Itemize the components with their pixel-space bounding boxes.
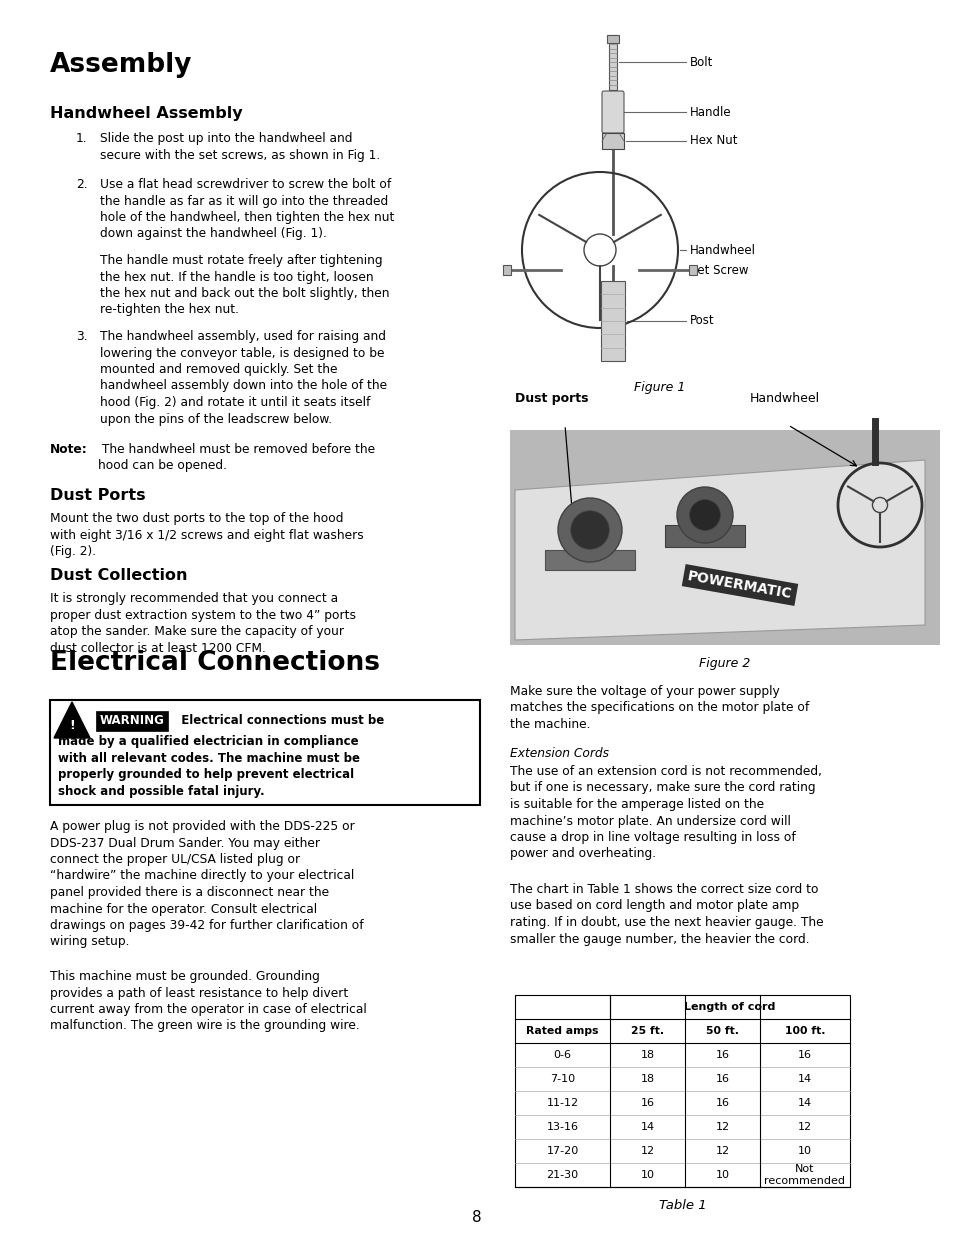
Text: Length of cord: Length of cord [683,1002,775,1011]
Text: 12: 12 [715,1123,729,1132]
Text: made by a qualified electrician in compliance
with all relevant codes. The machi: made by a qualified electrician in compl… [58,735,359,798]
Text: Table 1: Table 1 [658,1199,705,1212]
Circle shape [677,487,732,543]
Text: It is strongly recommended that you connect a
proper dust extraction system to t: It is strongly recommended that you conn… [50,592,355,655]
Bar [510,430,939,645]
Text: 12: 12 [715,1146,729,1156]
Bar [608,35,617,90]
Bar [664,525,744,547]
Text: Handwheel: Handwheel [689,243,755,257]
Text: Make sure the voltage of your power supply
matches the specifications on the mot: Make sure the voltage of your power supp… [510,685,808,731]
Text: Dust ports: Dust ports [515,391,588,405]
Text: Assembly: Assembly [50,52,193,78]
Text: 16: 16 [715,1050,729,1060]
Text: Bolt: Bolt [689,56,713,68]
Text: Not
recommended: Not recommended [763,1165,844,1186]
Text: 1.: 1. [76,132,88,144]
Text: The handle must rotate freely after tightening
the hex nut. If the handle is too: The handle must rotate freely after tigh… [100,254,389,316]
Text: Figure 1: Figure 1 [634,382,685,394]
Text: Rated amps: Rated amps [526,1026,598,1036]
Text: Figure 2: Figure 2 [699,657,750,671]
Text: Dust Ports: Dust Ports [50,488,146,503]
Text: Slide the post up into the handwheel and
secure with the set screws, as shown in: Slide the post up into the handwheel and… [100,132,380,162]
Text: Dust Collection: Dust Collection [50,568,188,583]
Text: Mount the two dust ports to the top of the hood
with eight 3/16 x 1/2 screws and: Mount the two dust ports to the top of t… [50,513,363,558]
Text: The use of an extension cord is not recommended,
but if one is necessary, make s: The use of an extension cord is not reco… [510,764,821,861]
Text: 18: 18 [639,1050,654,1060]
Bar [515,995,849,1187]
Text: 10: 10 [715,1170,729,1179]
Bar [502,266,510,275]
Text: 7-10: 7-10 [549,1074,575,1084]
Text: 8: 8 [472,1210,481,1225]
Circle shape [570,511,609,550]
Text: 13-16: 13-16 [546,1123,578,1132]
Bar [50,700,479,805]
Text: 2.: 2. [76,178,88,191]
FancyBboxPatch shape [601,133,623,149]
Text: 14: 14 [797,1074,811,1084]
Bar [96,711,168,731]
Text: Handwheel: Handwheel [749,391,820,405]
Polygon shape [515,459,924,640]
Text: Electrical connections must be: Electrical connections must be [172,714,384,727]
Text: !: ! [69,719,74,732]
Text: The handwheel must be removed before the
hood can be opened.: The handwheel must be removed before the… [98,443,375,473]
Polygon shape [54,701,90,739]
Text: 16: 16 [715,1074,729,1084]
Text: The handwheel assembly, used for raising and
lowering the conveyor table, is des: The handwheel assembly, used for raising… [100,330,387,426]
Bar [544,550,635,571]
Text: 14: 14 [639,1123,654,1132]
Text: 14: 14 [797,1098,811,1108]
Text: 17-20: 17-20 [546,1146,578,1156]
Text: 0-6: 0-6 [553,1050,571,1060]
Text: 16: 16 [715,1098,729,1108]
Text: The chart in Table 1 shows the correct size cord to
use based on cord length and: The chart in Table 1 shows the correct s… [510,883,822,946]
Text: Hex Nut: Hex Nut [689,135,737,147]
Text: Note:: Note: [50,443,88,456]
Text: 12: 12 [797,1123,811,1132]
Text: 10: 10 [797,1146,811,1156]
Text: Handwheel Assembly: Handwheel Assembly [50,106,242,121]
Text: 21-30: 21-30 [546,1170,578,1179]
Text: 50 ft.: 50 ft. [705,1026,739,1036]
Circle shape [689,500,720,530]
Bar [606,35,618,43]
FancyBboxPatch shape [600,282,624,361]
Text: A power plug is not provided with the DDS-225 or
DDS-237 Dual Drum Sander. You m: A power plug is not provided with the DD… [50,820,363,948]
FancyBboxPatch shape [601,91,623,133]
Text: 25 ft.: 25 ft. [630,1026,663,1036]
Text: POWERMATIC: POWERMATIC [686,569,793,601]
Circle shape [558,498,621,562]
Text: 12: 12 [639,1146,654,1156]
Text: Extension Cords: Extension Cords [510,747,608,760]
Text: Set Screw: Set Screw [689,263,748,277]
Bar [688,266,697,275]
Text: Handle: Handle [689,105,731,119]
Text: 11-12: 11-12 [546,1098,578,1108]
Text: WARNING: WARNING [99,715,164,727]
Text: 16: 16 [797,1050,811,1060]
Text: This machine must be grounded. Grounding
provides a path of least resistance to : This machine must be grounded. Grounding… [50,969,366,1032]
Text: 10: 10 [639,1170,654,1179]
Text: 100 ft.: 100 ft. [784,1026,824,1036]
Text: Use a flat head screwdriver to screw the bolt of
the handle as far as it will go: Use a flat head screwdriver to screw the… [100,178,394,241]
Text: Post: Post [689,315,714,327]
Text: 16: 16 [639,1098,654,1108]
Text: 3.: 3. [76,330,88,343]
Text: Electrical Connections: Electrical Connections [50,650,379,676]
Text: 18: 18 [639,1074,654,1084]
